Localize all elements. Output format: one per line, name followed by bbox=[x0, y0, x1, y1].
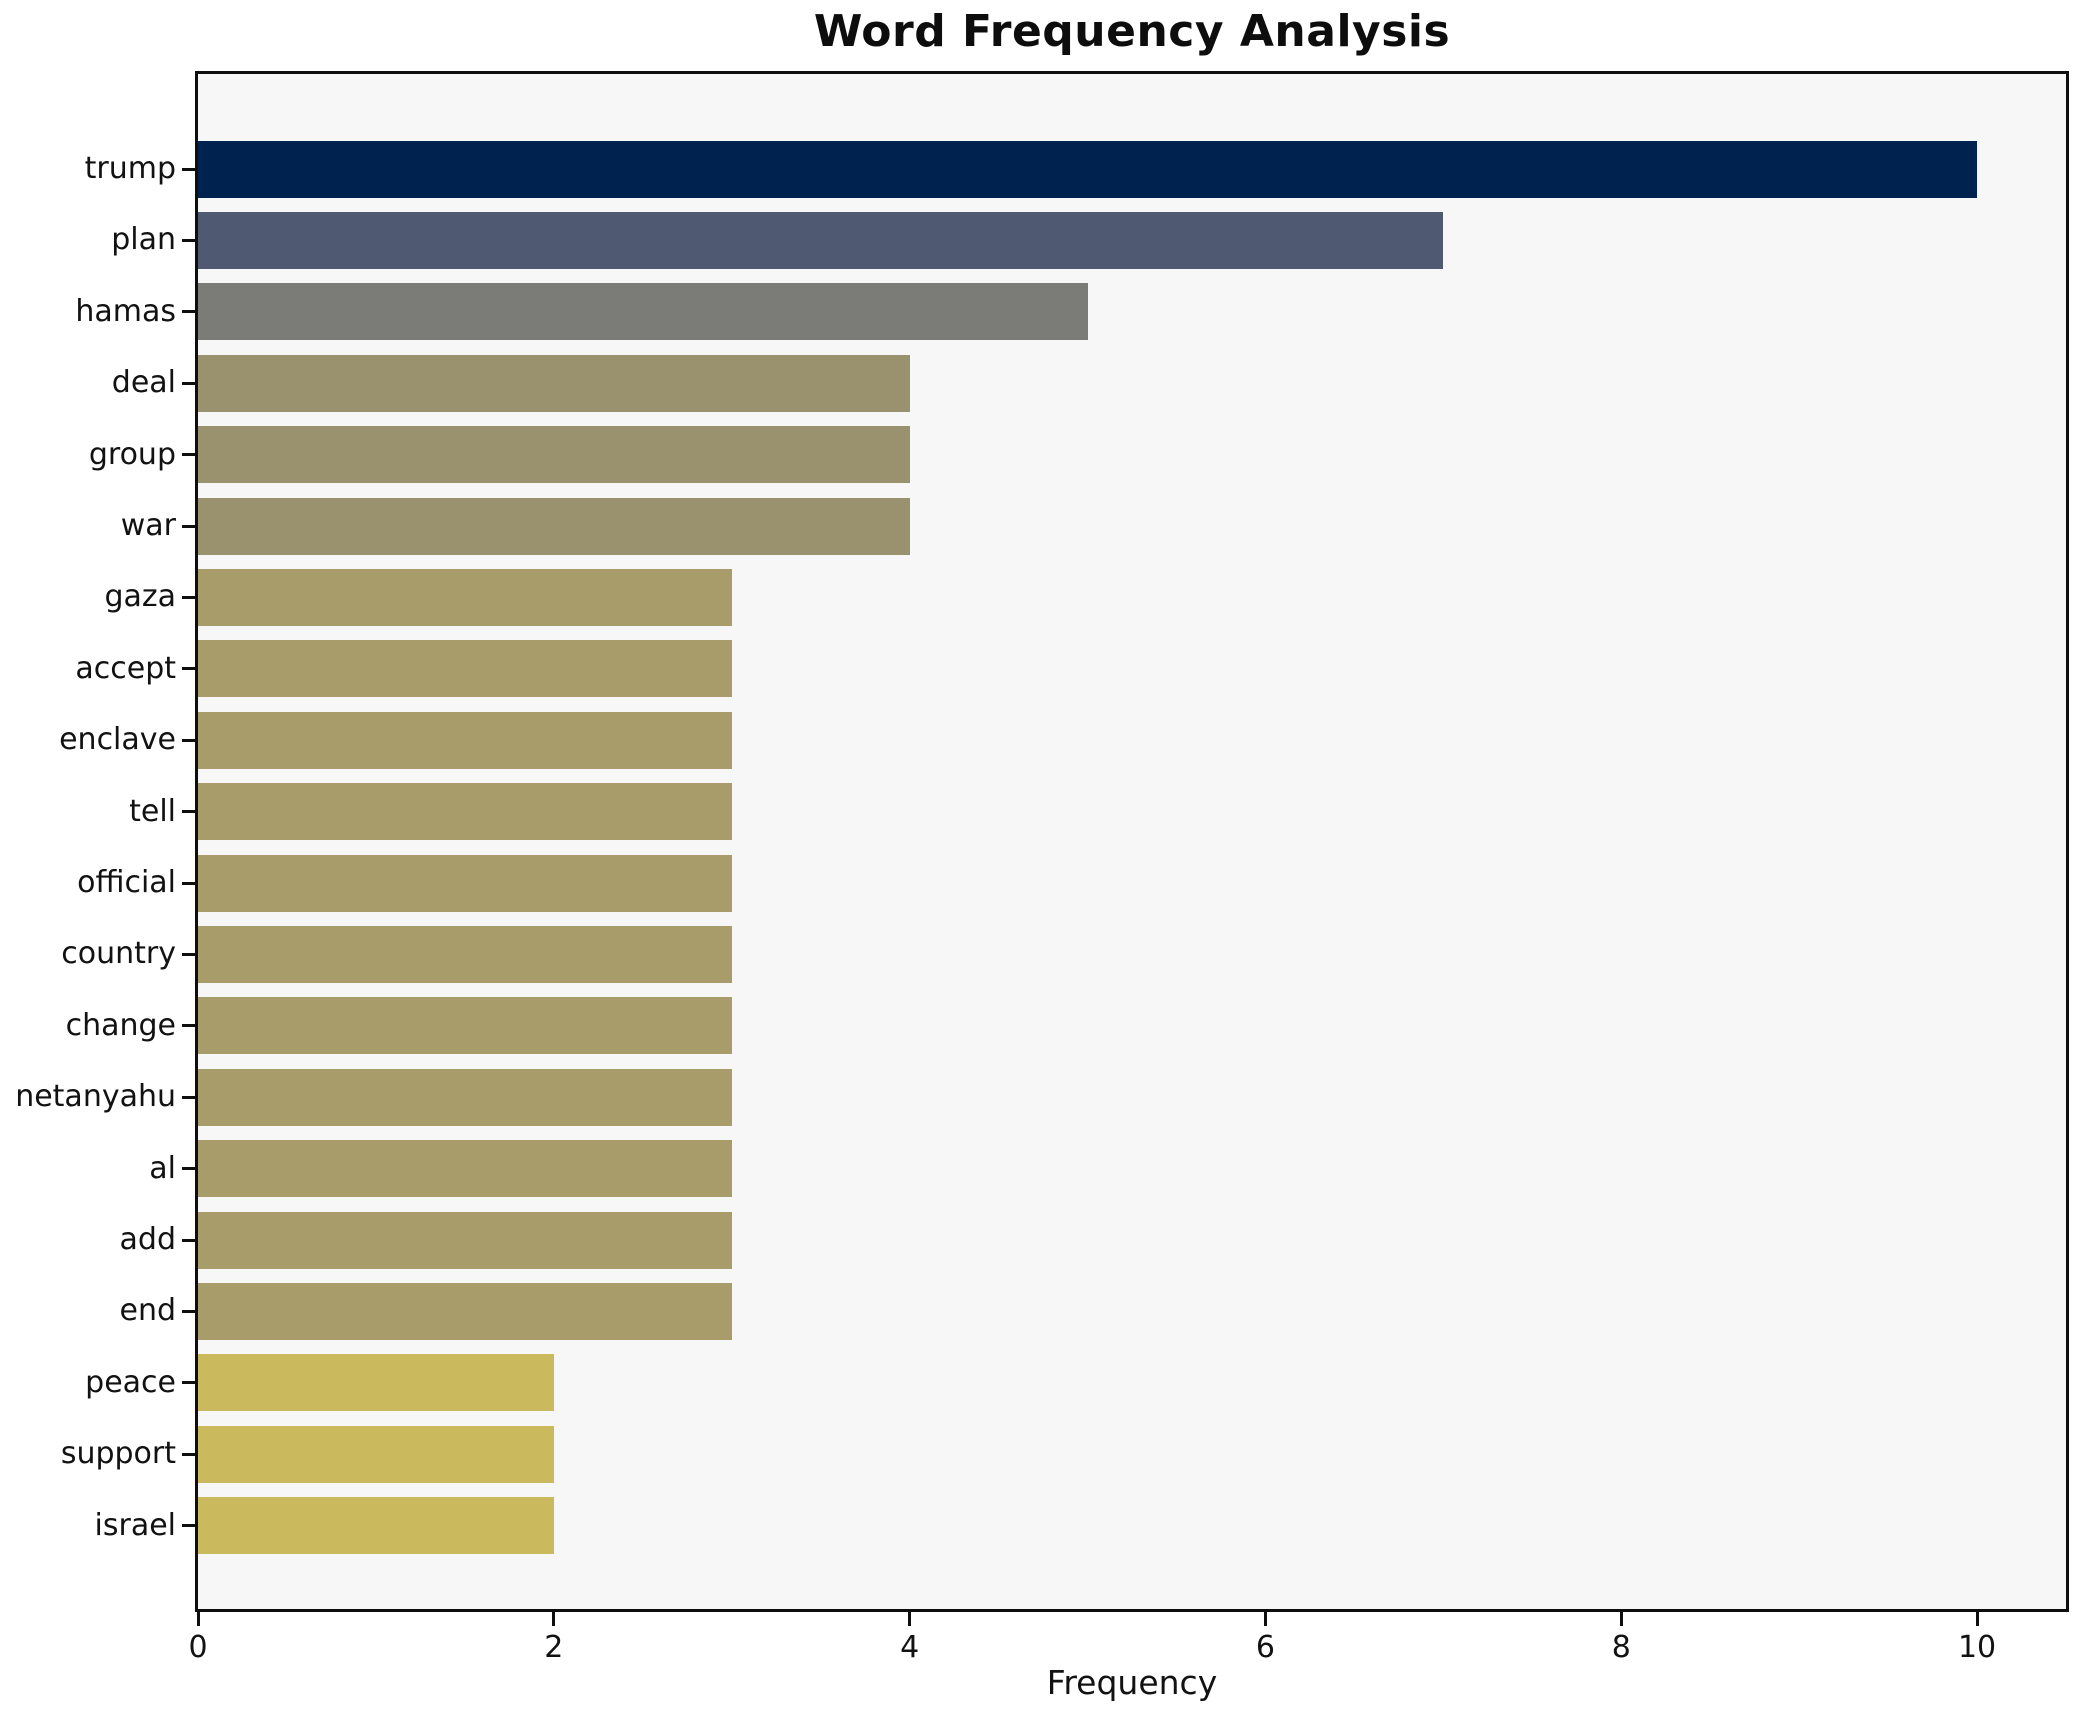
y-tick-mark bbox=[182, 1524, 195, 1528]
bar-add bbox=[198, 1211, 732, 1269]
y-tick-label-al: al bbox=[149, 1150, 176, 1186]
y-tick-mark bbox=[182, 1309, 195, 1313]
y-tick-mark bbox=[182, 238, 195, 242]
y-tick-mark bbox=[182, 1167, 195, 1171]
y-tick-mark bbox=[182, 952, 195, 956]
x-tick-label-6: 6 bbox=[1255, 1630, 1275, 1665]
y-tick-mark bbox=[182, 381, 195, 385]
y-tick-label-gaza: gaza bbox=[104, 579, 176, 615]
bar-accept bbox=[198, 640, 732, 698]
bar-hamas bbox=[198, 283, 1088, 341]
x-tick-mark bbox=[1975, 1612, 1979, 1626]
y-tick-mark bbox=[182, 310, 195, 314]
y-tick-mark bbox=[182, 1024, 195, 1028]
x-tick-label-10: 10 bbox=[1957, 1630, 1997, 1665]
y-tick-mark bbox=[182, 524, 195, 528]
y-tick-label-group: group bbox=[88, 436, 176, 472]
y-tick-label-end: end bbox=[119, 1293, 176, 1329]
y-tick-label-hamas: hamas bbox=[75, 293, 176, 329]
y-tick-label-tell: tell bbox=[129, 793, 176, 829]
bar-official bbox=[198, 854, 732, 912]
x-tick-mark bbox=[1619, 1612, 1623, 1626]
bar-trump bbox=[198, 140, 1978, 198]
bar-plan bbox=[198, 211, 1444, 269]
y-tick-mark bbox=[182, 667, 195, 671]
bar-change bbox=[198, 997, 732, 1055]
bar-israel bbox=[198, 1497, 554, 1555]
plot-area bbox=[195, 71, 2069, 1612]
y-tick-mark bbox=[182, 881, 195, 885]
bar-end bbox=[198, 1282, 732, 1340]
bar-group bbox=[198, 426, 910, 484]
y-tick-mark bbox=[182, 738, 195, 742]
y-tick-label-trump: trump bbox=[84, 151, 176, 186]
bar-gaza bbox=[198, 568, 732, 626]
y-tick-label-peace: peace bbox=[85, 1364, 176, 1400]
bar-support bbox=[198, 1425, 554, 1483]
x-tick-mark bbox=[908, 1612, 912, 1626]
bar-country bbox=[198, 925, 732, 983]
bar-al bbox=[198, 1140, 732, 1198]
y-tick-label-israel: israel bbox=[94, 1507, 176, 1543]
y-tick-label-deal: deal bbox=[111, 365, 176, 401]
x-tick-label-2: 2 bbox=[544, 1630, 564, 1665]
x-tick-label-4: 4 bbox=[900, 1630, 920, 1665]
bar-enclave bbox=[198, 711, 732, 769]
y-tick-mark bbox=[182, 1095, 195, 1099]
x-tick-label-8: 8 bbox=[1611, 1630, 1631, 1665]
x-tick-mark bbox=[1263, 1612, 1267, 1626]
y-tick-mark bbox=[182, 1452, 195, 1456]
y-tick-label-support: support bbox=[60, 1436, 176, 1472]
bar-netanyahu bbox=[198, 1068, 732, 1126]
x-tick-mark bbox=[552, 1612, 556, 1626]
y-tick-label-netanyahu: netanyahu bbox=[15, 1079, 176, 1115]
y-tick-label-enclave: enclave bbox=[59, 722, 176, 758]
bar-deal bbox=[198, 354, 910, 412]
bar-peace bbox=[198, 1354, 554, 1412]
y-tick-mark bbox=[182, 810, 195, 814]
x-tick-label-0: 0 bbox=[188, 1630, 208, 1665]
y-tick-mark bbox=[182, 453, 195, 457]
y-tick-label-change: change bbox=[65, 1007, 176, 1043]
y-tick-mark bbox=[182, 595, 195, 599]
y-tick-label-add: add bbox=[119, 1222, 176, 1257]
x-axis-label: Frequency bbox=[1046, 1663, 1218, 1702]
y-tick-label-country: country bbox=[61, 936, 176, 972]
bar-war bbox=[198, 497, 910, 555]
bar-tell bbox=[198, 783, 732, 841]
y-tick-mark bbox=[182, 1238, 195, 1242]
y-tick-label-war: war bbox=[120, 508, 176, 543]
chart-title: Word Frequency Analysis bbox=[813, 6, 1451, 57]
y-tick-label-accept: accept bbox=[75, 650, 176, 686]
y-tick-label-plan: plan bbox=[111, 222, 176, 258]
y-tick-label-official: official bbox=[77, 865, 176, 900]
y-tick-mark bbox=[182, 1381, 195, 1385]
y-tick-mark bbox=[182, 167, 195, 171]
x-tick-mark bbox=[196, 1612, 200, 1626]
